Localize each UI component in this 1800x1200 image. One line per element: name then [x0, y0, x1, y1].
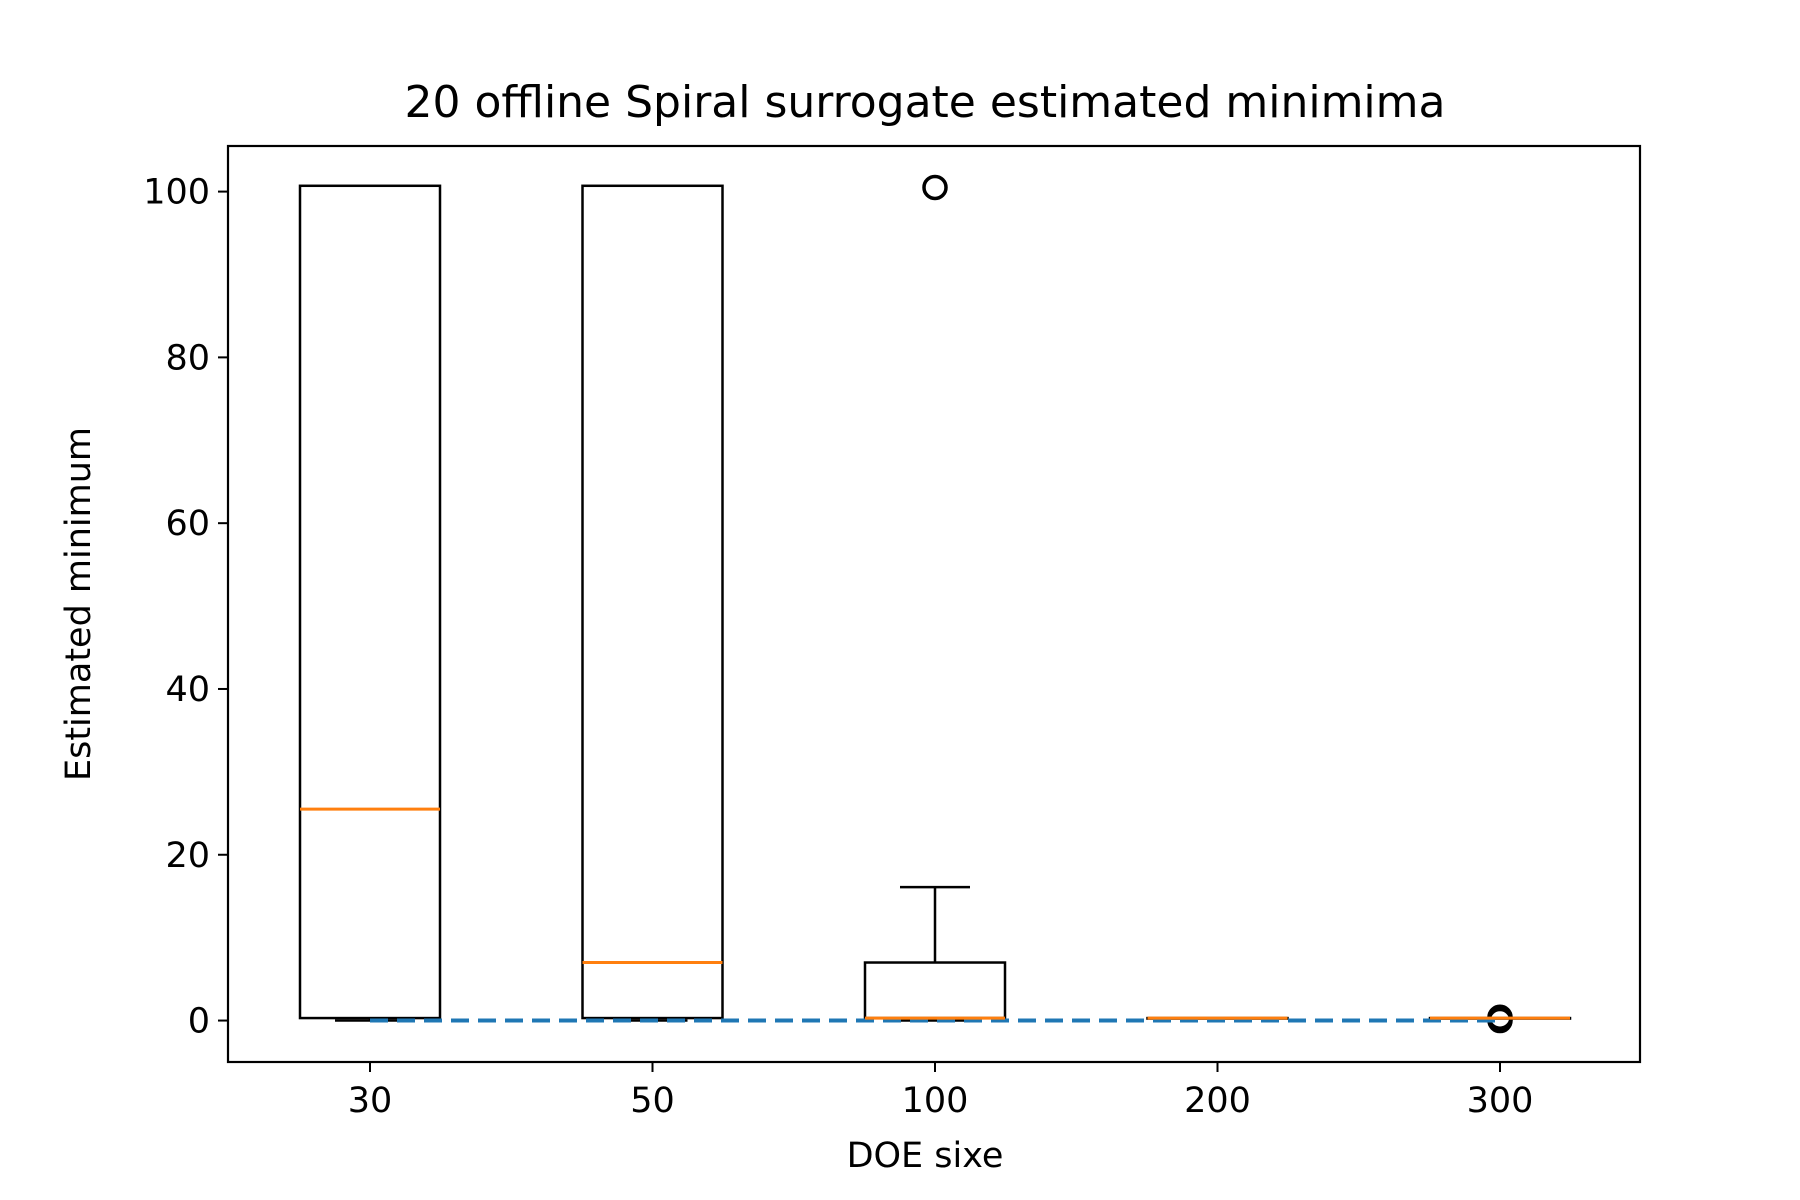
box-100	[863, 961, 1007, 1020]
x-axis-label: DOE sixe	[847, 1136, 1004, 1176]
box-30	[298, 184, 442, 1020]
y-tick-label-40: 40	[165, 670, 210, 710]
plot-area: 0 20 40 60 80 100 30 50 100 200 300	[143, 144, 1642, 1121]
y-tick-label-20: 20	[165, 836, 210, 876]
x-tick-label-300: 300	[1467, 1081, 1534, 1121]
outlier-100-0	[922, 174, 948, 201]
x-tick-label-50: 50	[630, 1081, 675, 1121]
x-tick-label-200: 200	[1184, 1081, 1251, 1121]
y-tick-label-60: 60	[165, 504, 210, 544]
y-axis-label: Estimated minimum	[59, 427, 99, 781]
y-tick-label-80: 80	[165, 338, 210, 378]
box-50	[581, 184, 724, 1020]
x-tick-label-30: 30	[348, 1081, 393, 1121]
y-tick-label-0: 0	[188, 1002, 210, 1042]
chart-title: 20 offline Spiral surrogate estimated mi…	[405, 77, 1446, 128]
y-tick-label-100: 100	[143, 173, 210, 213]
x-tick-label-100: 100	[902, 1081, 969, 1121]
